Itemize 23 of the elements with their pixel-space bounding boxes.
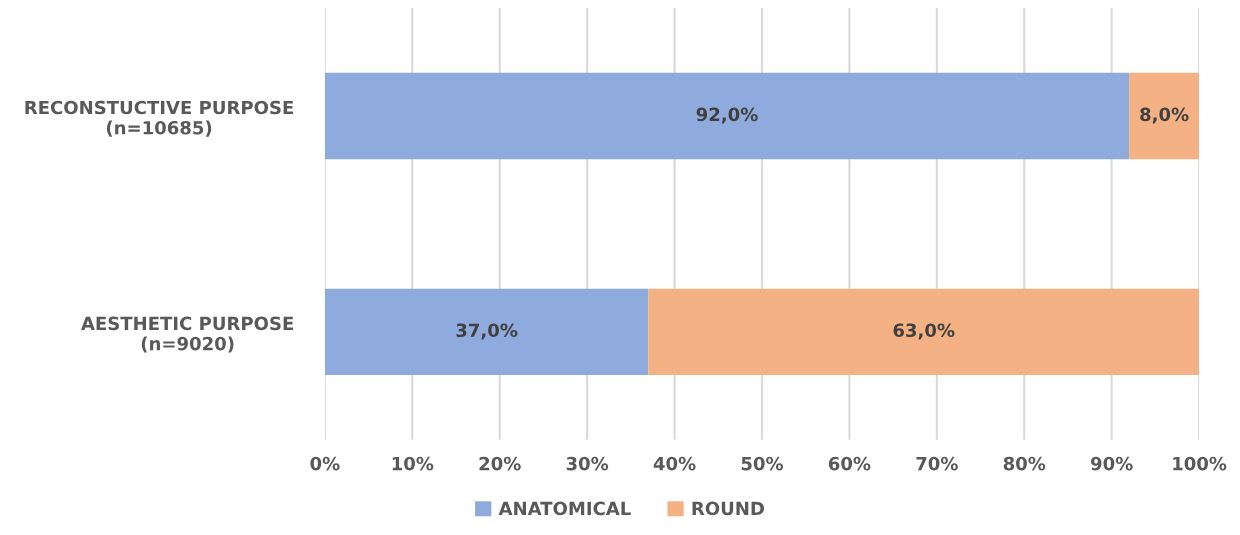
x-tick-label: 0% — [310, 456, 340, 471]
legend-label: ROUND — [692, 501, 764, 516]
y-tick-label: RECONSTUCTIVE PURPOSE (n=10685) — [25, 100, 293, 137]
bar — [1129, 72, 1200, 160]
bar — [648, 288, 1200, 376]
x-tick-label: 20% — [479, 456, 521, 471]
x-tick-label: 70% — [916, 456, 958, 471]
x-tick-label: 100% — [1173, 456, 1227, 471]
x-tick-label: 90% — [1090, 456, 1133, 471]
bar — [324, 288, 649, 376]
x-tick-label: 30% — [566, 456, 609, 471]
legend-label: ANATOMICAL — [498, 501, 631, 516]
y-tick-label: AESTHETIC PURPOSE (n=9020) — [81, 316, 293, 353]
x-tick-label: 80% — [1003, 456, 1046, 471]
data-label: 92,0% — [696, 107, 758, 124]
data-label: 63,0% — [893, 323, 955, 340]
data-label: 8,0% — [1140, 107, 1189, 124]
x-tick-label: 50% — [741, 456, 784, 471]
x-tick-label: 40% — [653, 456, 696, 471]
data-label: 37,0% — [456, 323, 518, 340]
bar — [324, 72, 1130, 160]
x-tick-label: 10% — [392, 456, 434, 471]
x-tick-label: 60% — [828, 456, 871, 471]
